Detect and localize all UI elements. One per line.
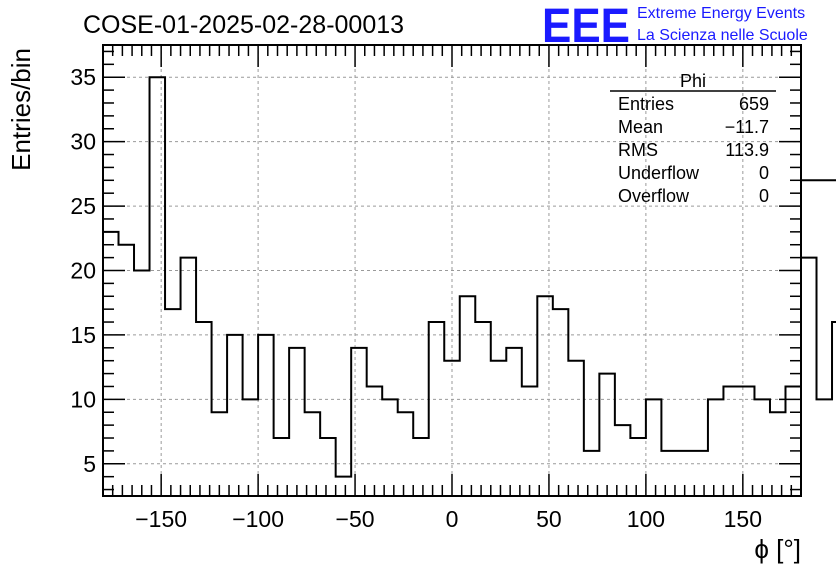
stats-label-overflow: Overflow: [618, 186, 690, 206]
eee-logo: EEE Extreme Energy Events La Scienza nel…: [542, 0, 808, 53]
stats-box: Phi Entries 659 Mean −11.7 RMS 113.9 Und…: [610, 71, 776, 206]
grid-lines: [103, 45, 801, 496]
x-tick-label: −150: [135, 506, 187, 532]
y-tick-label: 25: [70, 193, 96, 219]
logo-line1: Extreme Energy Events: [637, 5, 805, 22]
x-tick-labels: −150 −100 −50 0 50 100 150: [135, 506, 762, 532]
y-tick-label: 10: [70, 386, 96, 412]
stats-label-underflow: Underflow: [618, 163, 700, 183]
stats-value-entries: 659: [739, 94, 769, 114]
y-tick-labels: 5 10 15 20 25 30 35: [70, 64, 96, 477]
stats-value-overflow: 0: [759, 186, 769, 206]
x-tick-label: 50: [536, 506, 562, 532]
stats-label-rms: RMS: [618, 140, 658, 160]
y-tick-label: 15: [70, 322, 96, 348]
stats-label-entries: Entries: [618, 94, 674, 114]
y-tick-label: 35: [70, 64, 96, 90]
stats-value-mean: −11.7: [725, 117, 769, 137]
x-tick-label: 100: [627, 506, 665, 532]
stats-label-mean: Mean: [618, 117, 663, 137]
x-axis-label: ϕ [°]: [754, 534, 801, 564]
y-axis-label: Entries/bin: [6, 48, 36, 171]
logo-line2: La Scienza nelle Scuole: [637, 27, 808, 44]
chart-title: COSE-01-2025-02-28-00013: [83, 11, 404, 39]
stats-value-underflow: 0: [759, 163, 769, 183]
x-tick-label: 150: [724, 506, 762, 532]
stats-title: Phi: [680, 71, 706, 91]
x-tick-label: −50: [336, 506, 375, 532]
y-tick-label: 30: [70, 129, 96, 155]
stats-value-rms: 113.9: [725, 140, 769, 160]
y-tick-label: 20: [70, 258, 96, 284]
axis-ticks: [103, 45, 801, 496]
x-tick-label: −100: [232, 506, 284, 532]
histogram-line: [103, 76, 836, 478]
x-tick-label: 0: [446, 506, 459, 532]
y-tick-label: 5: [83, 451, 96, 477]
